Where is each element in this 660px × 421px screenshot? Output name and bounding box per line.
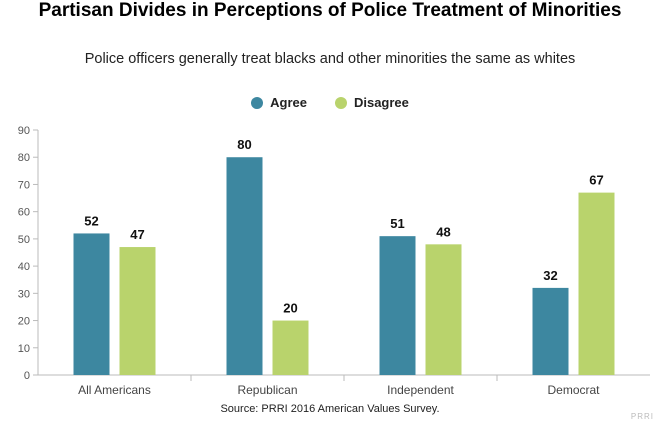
data-label: 48 xyxy=(436,224,450,239)
data-label: 52 xyxy=(84,213,98,228)
legend-item-disagree: Disagree xyxy=(334,95,409,110)
bar-agree-democrat xyxy=(532,287,569,375)
chart-subtitle: Police officers generally treat blacks a… xyxy=(84,51,576,67)
legend: Agree Disagree xyxy=(0,95,660,110)
bar-disagree-republican xyxy=(272,320,309,375)
x-tick-label: Democrat xyxy=(547,383,600,397)
legend-item-agree: Agree xyxy=(251,95,307,110)
y-tick-label: 90 xyxy=(18,125,30,137)
data-label: 32 xyxy=(543,268,557,283)
bar-agree-all-americans xyxy=(73,233,110,375)
data-label: 20 xyxy=(283,301,297,316)
x-tick-label: Republican xyxy=(237,383,297,397)
bar-disagree-democrat xyxy=(578,192,615,375)
data-label: 47 xyxy=(130,227,144,242)
y-tick-label: 70 xyxy=(18,179,30,191)
data-label: 51 xyxy=(390,216,404,231)
y-tick-label: 20 xyxy=(18,316,30,328)
bar-disagree-all-americans xyxy=(119,247,156,375)
x-tick-label: All Americans xyxy=(78,383,151,397)
y-tick-label: 30 xyxy=(18,288,30,300)
y-tick-label: 50 xyxy=(18,234,30,246)
y-tick-label: 60 xyxy=(18,207,30,219)
y-tick-label: 40 xyxy=(18,261,30,273)
data-label: 80 xyxy=(237,137,251,152)
data-label: 67 xyxy=(589,173,603,188)
legend-swatch-agree xyxy=(251,96,264,109)
bar-disagree-independent xyxy=(425,244,462,375)
y-tick-label: 10 xyxy=(18,343,30,355)
y-tick-label: 0 xyxy=(24,370,30,382)
source-note: Source: PRRI 2016 American Values Survey… xyxy=(220,403,440,415)
y-tick-label: 80 xyxy=(18,152,30,164)
bar-agree-republican xyxy=(226,157,263,375)
chart-title: Partisan Divides in Perceptions of Polic… xyxy=(38,0,622,21)
legend-swatch-disagree xyxy=(334,96,347,109)
watermark-logo: PRRI xyxy=(630,412,654,421)
bar-agree-independent xyxy=(379,236,416,375)
legend-label-agree: Agree xyxy=(270,95,307,110)
x-tick-label: Independent xyxy=(387,383,454,397)
legend-label-disagree: Disagree xyxy=(353,95,409,110)
